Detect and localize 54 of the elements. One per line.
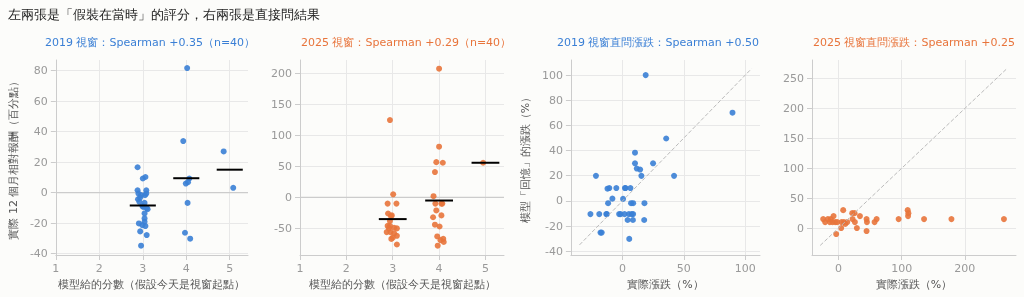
y-tick-label: 150 [271,98,292,112]
x-tick-label: 2 [95,262,103,275]
x-tick-label: 4 [182,262,190,275]
x-tick-label: 1 [52,262,60,275]
y-tick-label: 40 [33,125,48,139]
text: 左兩張是「假裝在當時」的評分，右兩張是直接問結果 [8,7,320,22]
x-axis-title: 實際漲跌（%） [627,277,704,291]
y-tick-label: 50 [278,159,292,173]
x-tick-label: 3 [389,262,397,275]
y-tick-label: -20 [544,219,563,233]
x-tick-label: 1 [296,262,304,275]
x-tick-label: 100 [891,262,913,275]
y-tick-label: 100 [271,129,292,143]
y-tick-label: 20 [33,155,48,169]
y-axis-title: 模型「回憶」的漲跌（%） [519,91,532,224]
y-tick-label: 80 [548,93,563,107]
x-tick-label: 0 [618,262,626,275]
y-tick-label: 0 [285,190,292,204]
y-tick-label: 0 [40,186,48,200]
y-tick-label: 250 [783,72,804,86]
x-tick-label: 50 [676,262,691,275]
y-tick-label: 0 [797,221,804,235]
y-tick-label: 200 [271,67,292,81]
y-tick-label: 100 [783,161,804,175]
x-axis-title: 模型給的分數（假設今天是視窗起點） [308,277,496,291]
y-tick-label: 200 [783,101,804,115]
x-axis-title: 實際漲跌（%） [875,277,953,291]
y-tick-label: 40 [548,144,563,158]
chart-title: 2025 視窗：Spearman +0.29（n=40） [301,36,512,49]
chart-title: 2019 視窗：Spearman +0.35（n=40） [45,36,256,49]
y-tick-label: 150 [783,131,804,145]
x-tick-label: 5 [481,262,489,275]
chart-title: 2025 視窗直問漲跌：Spearman +0.25 [813,36,1015,49]
y-tick-label: 60 [33,94,48,108]
x-axis-title: 模型給的分數（假設今天是視窗起點） [58,277,246,291]
x-tick-label: 4 [435,262,443,275]
x-tick-label: 3 [139,262,147,275]
chart-title: 2019 視窗直問漲跌：Spearman +0.50 [557,36,759,49]
y-axis-title: 實際 12 個月相對報酬（百分點） [7,75,20,240]
x-tick-label: 0 [835,262,843,275]
y-tick-label: -20 [29,216,48,230]
y-tick-label: 100 [541,68,563,82]
y-tick-label: 20 [548,169,563,183]
x-tick-label: 100 [734,262,756,275]
x-tick-label: 5 [226,262,234,275]
y-tick-label: 80 [33,64,48,78]
x-tick-label: 2 [342,262,350,275]
y-tick-label: 50 [790,191,804,205]
y-tick-label: 60 [548,118,563,132]
x-tick-label: 200 [954,262,976,275]
y-tick-label: -40 [29,246,48,260]
y-tick-label: -50 [274,221,292,235]
y-tick-label: 0 [555,194,563,208]
y-tick-label: -40 [544,244,563,258]
